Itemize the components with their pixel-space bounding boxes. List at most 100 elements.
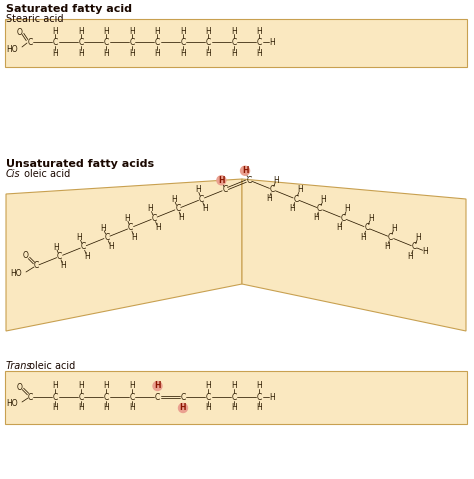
Text: C: C bbox=[222, 185, 228, 194]
Text: H: H bbox=[344, 205, 350, 214]
Text: H: H bbox=[100, 224, 106, 233]
Text: C: C bbox=[206, 392, 211, 401]
Text: H: H bbox=[53, 403, 58, 412]
Text: C: C bbox=[293, 194, 299, 204]
Polygon shape bbox=[242, 179, 466, 331]
Text: H: H bbox=[231, 381, 237, 390]
Text: H: H bbox=[256, 403, 263, 412]
Text: H: H bbox=[77, 233, 82, 242]
Text: H: H bbox=[154, 381, 161, 390]
Text: C: C bbox=[206, 37, 211, 46]
Text: oleic acid: oleic acid bbox=[26, 361, 75, 371]
Circle shape bbox=[217, 176, 226, 185]
Text: H: H bbox=[78, 48, 84, 57]
Text: H: H bbox=[422, 247, 428, 256]
Text: H: H bbox=[104, 48, 109, 57]
FancyBboxPatch shape bbox=[5, 19, 467, 67]
Text: H: H bbox=[78, 403, 84, 412]
Polygon shape bbox=[6, 179, 242, 331]
Text: H: H bbox=[231, 26, 237, 35]
Text: H: H bbox=[360, 233, 366, 241]
Text: H: H bbox=[392, 224, 397, 233]
Text: C: C bbox=[181, 392, 186, 401]
Text: C: C bbox=[104, 37, 109, 46]
Text: C: C bbox=[129, 37, 135, 46]
Text: H: H bbox=[270, 392, 275, 401]
Text: H: H bbox=[155, 48, 160, 57]
Text: H: H bbox=[313, 214, 319, 222]
Text: H: H bbox=[415, 233, 421, 242]
Text: C: C bbox=[246, 175, 251, 184]
Text: H: H bbox=[256, 48, 263, 57]
Text: H: H bbox=[256, 381, 263, 390]
Text: H: H bbox=[104, 403, 109, 412]
Text: H: H bbox=[180, 48, 186, 57]
Text: H: H bbox=[206, 26, 211, 35]
Text: C: C bbox=[78, 37, 83, 46]
Text: H: H bbox=[231, 403, 237, 412]
Text: C: C bbox=[104, 233, 109, 242]
Text: C: C bbox=[104, 392, 109, 401]
Text: H: H bbox=[147, 205, 154, 214]
Text: C: C bbox=[53, 37, 58, 46]
Circle shape bbox=[179, 403, 188, 412]
FancyBboxPatch shape bbox=[5, 371, 467, 424]
Text: H: H bbox=[180, 26, 186, 35]
Text: C: C bbox=[33, 262, 38, 271]
Text: H: H bbox=[78, 26, 84, 35]
Text: oleic acid: oleic acid bbox=[21, 169, 70, 179]
Text: C: C bbox=[27, 392, 33, 401]
Text: C: C bbox=[128, 223, 133, 232]
Text: C: C bbox=[199, 194, 204, 204]
Text: C: C bbox=[57, 252, 62, 261]
Text: C: C bbox=[231, 37, 237, 46]
Text: H: H bbox=[195, 185, 201, 194]
Text: H: H bbox=[53, 381, 58, 390]
Text: H: H bbox=[104, 26, 109, 35]
Text: H: H bbox=[180, 403, 186, 412]
Text: C: C bbox=[152, 214, 157, 223]
Text: H: H bbox=[104, 381, 109, 390]
Text: HO: HO bbox=[10, 270, 22, 278]
Text: C: C bbox=[317, 204, 322, 213]
Text: H: H bbox=[129, 403, 135, 412]
Text: Trans: Trans bbox=[6, 361, 33, 371]
Text: H: H bbox=[129, 26, 135, 35]
Text: Unsaturated fatty acids: Unsaturated fatty acids bbox=[6, 159, 154, 169]
Text: H: H bbox=[78, 381, 84, 390]
Text: C: C bbox=[81, 242, 86, 251]
Circle shape bbox=[240, 166, 249, 175]
Text: Stearic acid: Stearic acid bbox=[6, 14, 64, 24]
Text: H: H bbox=[129, 381, 135, 390]
Text: C: C bbox=[270, 185, 275, 194]
Text: C: C bbox=[53, 392, 58, 401]
Text: C: C bbox=[155, 392, 160, 401]
Text: C: C bbox=[27, 37, 33, 46]
Text: O: O bbox=[17, 27, 23, 36]
Text: H: H bbox=[231, 48, 237, 57]
Text: H: H bbox=[179, 214, 184, 222]
Text: H: H bbox=[408, 251, 413, 261]
Text: C: C bbox=[129, 392, 135, 401]
Text: H: H bbox=[84, 251, 90, 261]
Text: H: H bbox=[297, 185, 303, 194]
Text: H: H bbox=[171, 195, 177, 204]
Text: H: H bbox=[337, 223, 343, 232]
Text: H: H bbox=[108, 242, 114, 251]
Text: H: H bbox=[256, 26, 263, 35]
Text: O: O bbox=[23, 251, 29, 260]
Text: C: C bbox=[175, 204, 181, 213]
Text: H: H bbox=[53, 48, 58, 57]
Text: C: C bbox=[155, 37, 160, 46]
Text: H: H bbox=[53, 26, 58, 35]
Text: C: C bbox=[257, 392, 262, 401]
Text: H: H bbox=[273, 176, 279, 185]
Text: H: H bbox=[206, 381, 211, 390]
Text: HO: HO bbox=[6, 45, 18, 54]
Text: H: H bbox=[155, 223, 161, 232]
Text: H: H bbox=[218, 176, 225, 185]
Text: C: C bbox=[411, 242, 417, 251]
Text: H: H bbox=[53, 243, 59, 251]
Text: H: H bbox=[384, 242, 390, 251]
Text: H: H bbox=[270, 37, 275, 46]
